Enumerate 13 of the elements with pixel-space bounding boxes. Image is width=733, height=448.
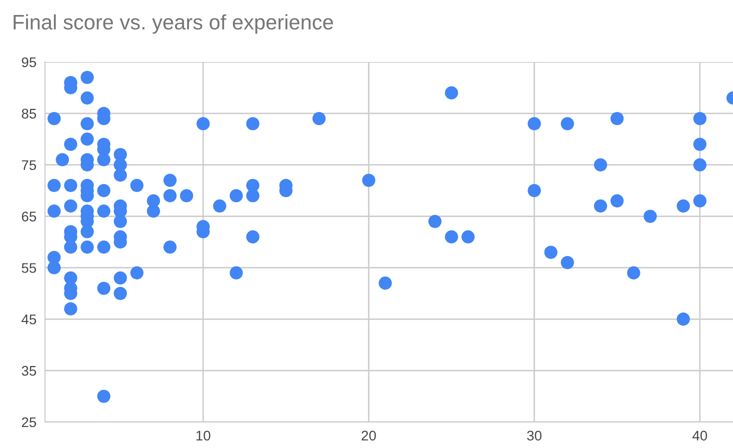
x-tick-label: 10 <box>196 430 210 441</box>
x-tick-label: 30 <box>527 430 542 441</box>
y-tick-label: 55 <box>22 263 36 273</box>
y-tick-label: 45 <box>22 314 36 324</box>
y-tick-label: 85 <box>22 108 36 119</box>
y-tick-label: 95 <box>22 57 36 68</box>
y-tick-label: 25 <box>22 417 36 428</box>
y-tick-label: 75 <box>22 160 36 170</box>
x-tick-label: 20 <box>362 430 376 441</box>
y-tick-label: 35 <box>22 366 36 376</box>
x-tick-label: 40 <box>692 430 708 441</box>
y-tick-label: 65 <box>22 212 36 222</box>
chart-title: Final score vs. years of experience <box>14 14 333 34</box>
